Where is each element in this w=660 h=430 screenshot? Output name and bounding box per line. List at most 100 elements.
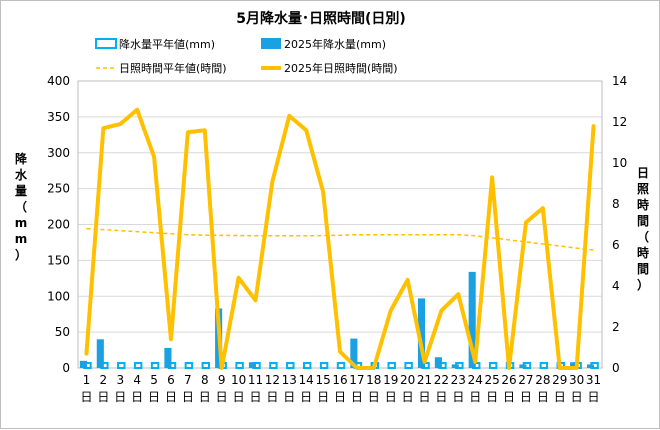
x-tick-label: 4 [133,373,141,387]
chart-title: 5月降水量･日照時間(日別) [236,10,406,27]
right-tick-label: 6 [612,238,620,252]
x-tick-unit: 日 [368,390,380,404]
x-tick-label: 2 [100,373,108,387]
x-tick-label: 20 [400,373,415,387]
x-tick-unit: 日 [351,390,363,404]
x-tick-unit: 日 [317,390,329,404]
normal-precip-bar [152,363,158,368]
left-tick-label: 150 [47,253,70,267]
sunshine-2025-polyline [86,110,593,368]
x-tick-label: 18 [366,373,381,387]
right-axis-title-char: 間 [637,214,649,228]
right-tick-label: 10 [612,156,627,170]
right-tick-label: 2 [612,320,620,334]
sunshine-2025-point [169,338,172,341]
sunshine-2025-point [271,180,274,183]
left-axis-title: 降水量（mm） [15,151,28,262]
x-tick-unit: 日 [80,390,92,404]
sunshine-2025-point [508,367,511,370]
x-tick-unit: 日 [114,390,126,404]
right-tick-label: 12 [612,115,627,129]
sunshine-2025-point [136,108,139,111]
normal-precip-bar [236,363,242,368]
x-tick-unit: 日 [148,390,160,404]
x-tick-unit: 日 [402,390,414,404]
normal-precip-bar [287,363,293,368]
legend-label-2025-precip: 2025年降水量(mm) [284,37,386,51]
x-tick-label: 21 [417,373,432,387]
right-tick-label: 0 [612,361,620,375]
sunshine-2025-point [305,129,308,132]
precip-2025-bar [80,361,87,368]
left-tick-label: 400 [47,74,70,88]
x-tick-unit: 日 [283,390,295,404]
x-tick-label: 3 [116,373,124,387]
left-axis-title-char: 量 [15,184,27,198]
x-tick-unit: 日 [334,390,346,404]
x-tick-label: 6 [167,373,175,387]
sunshine-2025-point [102,127,105,130]
sunshine-2025-point [541,207,544,210]
x-tick-unit: 日 [300,390,312,404]
left-axis-title-char: 降 [15,151,28,166]
x-axis-ticks: 1日2日3日4日5日6日7日8日9日10日11日12日13日14日15日16日1… [80,373,601,404]
x-tick-label: 17 [349,373,364,387]
left-tick-label: 350 [47,110,70,124]
sunshine-2025-point [153,155,156,158]
gridlines [78,81,602,368]
x-tick-label: 9 [218,373,226,387]
x-tick-unit: 日 [435,390,447,404]
right-axis-title-char: 時 [637,245,649,260]
legend-swatch-normal-precip [96,39,116,48]
sunshine-2025-line [85,108,595,369]
left-tick-label: 200 [47,218,70,232]
x-tick-unit: 日 [266,390,278,404]
x-tick-label: 31 [586,373,601,387]
sunshine-2025-point [457,293,460,296]
left-tick-label: 100 [47,289,70,303]
x-tick-label: 26 [501,373,516,387]
legend-swatch-2025-precip [261,38,281,49]
right-axis-title-char: 照 [637,181,649,196]
x-tick-unit: 日 [486,390,498,404]
sunshine-2025-point [254,299,257,302]
normal-precip-bar [389,363,395,368]
right-axis-title-char: 時 [637,197,649,212]
x-tick-label: 30 [569,373,584,387]
x-tick-label: 25 [484,373,499,387]
x-tick-label: 13 [282,373,297,387]
sunshine-2025-point [524,221,527,224]
right-tick-label: 14 [612,74,627,88]
right-axis-title-char: 間 [637,262,649,276]
x-tick-label: 10 [231,373,246,387]
normal-precip-bar [490,363,496,368]
x-tick-unit: 日 [554,390,566,404]
sunshine-2025-point [440,309,443,312]
left-tick-label: 50 [55,325,70,339]
x-tick-label: 19 [383,373,398,387]
sunshine-2025-point [491,176,494,179]
sunshine-2025-point [220,367,223,370]
x-tick-unit: 日 [131,390,143,404]
x-tick-label: 15 [315,373,330,387]
x-tick-unit: 日 [182,390,194,404]
normal-precip-bar [321,363,327,368]
x-tick-label: 16 [332,373,347,387]
sunshine-2025-point [203,129,206,132]
sunshine-2025-point [423,360,426,363]
sunshine-2025-point [406,278,409,281]
left-tick-label: 250 [47,182,70,196]
precip-2025-bar [249,362,256,368]
normal-precip-bar [338,363,344,368]
x-tick-label: 12 [265,373,280,387]
sunshine-2025-point [119,123,122,126]
sunshine-2025-point [237,276,240,279]
x-tick-unit: 日 [571,390,583,404]
precip-2025-bar [519,364,526,368]
x-tick-unit: 日 [503,390,515,404]
x-tick-unit: 日 [452,390,464,404]
right-tick-label: 4 [612,279,620,293]
legend-label-2025-sun: 2025年日照時間(時間) [284,61,398,75]
